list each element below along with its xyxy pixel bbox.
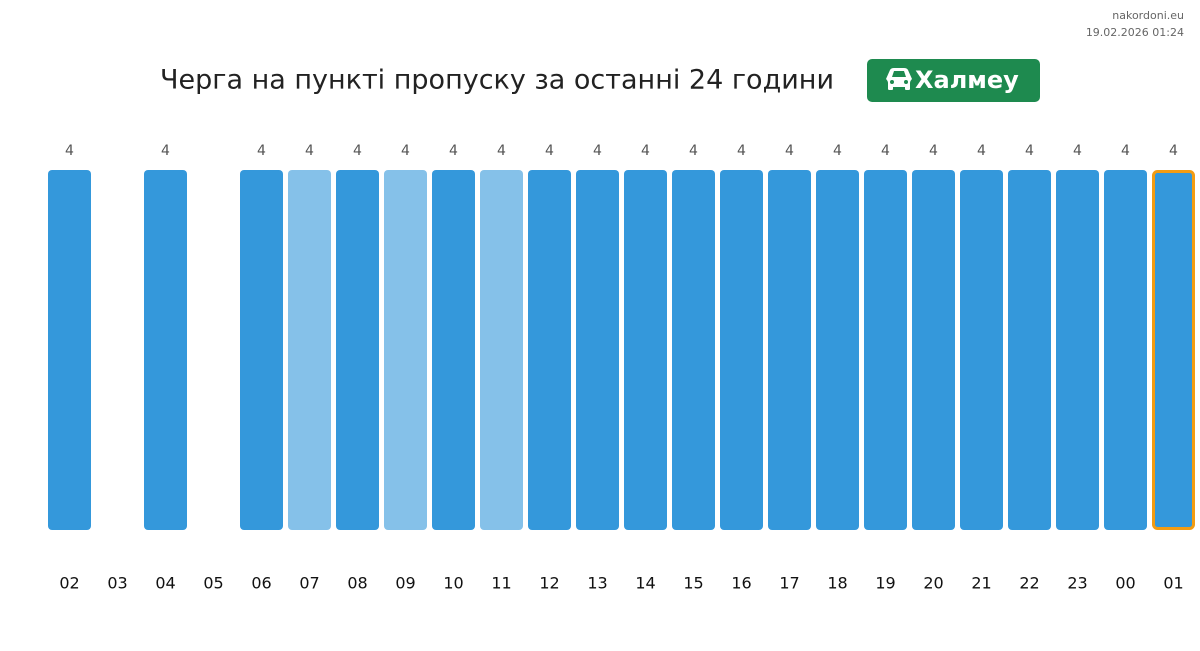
value-label: 4 bbox=[65, 143, 74, 159]
bar bbox=[960, 170, 1003, 530]
value-label: 4 bbox=[689, 143, 698, 159]
x-tick-label: 11 bbox=[491, 574, 511, 593]
bar bbox=[864, 170, 907, 530]
x-tick-label: 06 bbox=[251, 574, 271, 593]
value-label: 4 bbox=[737, 143, 746, 159]
value-label: 4 bbox=[305, 143, 314, 159]
x-tick-label: 14 bbox=[635, 574, 655, 593]
value-label: 4 bbox=[545, 143, 554, 159]
bar bbox=[768, 170, 811, 530]
value-label: 4 bbox=[881, 143, 890, 159]
x-tick-label: 00 bbox=[1115, 574, 1135, 593]
bar bbox=[672, 170, 715, 530]
bar bbox=[240, 170, 283, 530]
x-tick-label: 15 bbox=[683, 574, 703, 593]
bar bbox=[528, 170, 571, 530]
x-tick-label: 20 bbox=[923, 574, 943, 593]
bar bbox=[1008, 170, 1051, 530]
value-label: 4 bbox=[353, 143, 362, 159]
value-label: 4 bbox=[449, 143, 458, 159]
x-tick-label: 08 bbox=[347, 574, 367, 593]
x-tick-label: 17 bbox=[779, 574, 799, 593]
bar bbox=[576, 170, 619, 530]
x-tick-label: 03 bbox=[107, 574, 127, 593]
value-label: 4 bbox=[593, 143, 602, 159]
value-label: 4 bbox=[641, 143, 650, 159]
bar bbox=[624, 170, 667, 530]
x-tick-label: 02 bbox=[59, 574, 79, 593]
x-tick-label: 23 bbox=[1067, 574, 1087, 593]
bar bbox=[288, 170, 331, 530]
x-tick-label: 10 bbox=[443, 574, 463, 593]
x-tick-label: 16 bbox=[731, 574, 751, 593]
badge bbox=[867, 59, 1040, 102]
value-label: 4 bbox=[1121, 143, 1130, 159]
value-label: 4 bbox=[401, 143, 410, 159]
bar bbox=[384, 170, 427, 530]
bar bbox=[432, 170, 475, 530]
bar bbox=[816, 170, 859, 530]
bar bbox=[1152, 170, 1195, 530]
value-label: 4 bbox=[785, 143, 794, 159]
car-icon bbox=[886, 68, 912, 90]
x-tick-label: 04 bbox=[155, 574, 175, 593]
x-tick-label: 13 bbox=[587, 574, 607, 593]
bar bbox=[48, 170, 91, 530]
bar bbox=[336, 170, 379, 530]
checkpoint-name: Халмеу bbox=[915, 66, 1019, 94]
bar bbox=[1104, 170, 1147, 530]
value-label: 4 bbox=[833, 143, 842, 159]
bar bbox=[720, 170, 763, 530]
value-label: 4 bbox=[257, 143, 266, 159]
x-tick-label: 22 bbox=[1019, 574, 1039, 593]
value-label: 4 bbox=[497, 143, 506, 159]
x-tick-label: 01 bbox=[1163, 574, 1183, 593]
bar bbox=[144, 170, 187, 530]
bar bbox=[912, 170, 955, 530]
value-label: 4 bbox=[1025, 143, 1034, 159]
x-tick-label: 12 bbox=[539, 574, 559, 593]
value-label: 4 bbox=[1073, 143, 1082, 159]
x-tick-label: 07 bbox=[299, 574, 319, 593]
bar bbox=[1056, 170, 1099, 530]
bar bbox=[480, 170, 523, 530]
site: nakordoni.eu bbox=[1112, 9, 1184, 22]
chart-title: Черга на пункті пропуску за останні 24 г… bbox=[160, 65, 834, 96]
x-tick-label: 05 bbox=[203, 574, 223, 593]
x-tick-label: 21 bbox=[971, 574, 991, 593]
x-tick-label: 18 bbox=[827, 574, 847, 593]
value-label: 4 bbox=[161, 143, 170, 159]
timestamp: 19.02.2026 01:24 bbox=[1086, 26, 1184, 39]
value-label: 4 bbox=[977, 143, 986, 159]
value-label: 4 bbox=[929, 143, 938, 159]
value-label: 4 bbox=[1169, 143, 1178, 159]
x-tick-label: 19 bbox=[875, 574, 895, 593]
x-tick-label: 09 bbox=[395, 574, 415, 593]
